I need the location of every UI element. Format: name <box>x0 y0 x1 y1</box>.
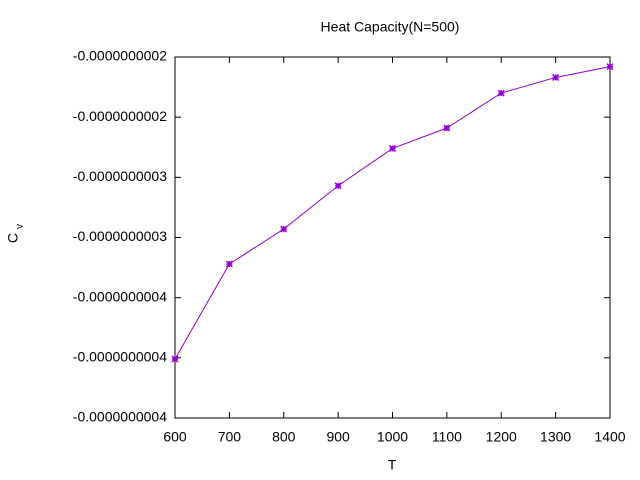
y-tick-label: -0.0000000003 <box>73 168 167 184</box>
point <box>225 260 233 268</box>
point <box>552 73 560 81</box>
point <box>497 89 505 97</box>
point <box>443 124 451 132</box>
x-tick-label: 1400 <box>594 429 625 445</box>
point <box>334 182 342 190</box>
point <box>388 144 397 152</box>
y-axis-label-subscript: v <box>15 224 26 229</box>
x-tick-label: 1000 <box>377 429 408 445</box>
x-tick-label: 1200 <box>486 429 517 445</box>
line <box>174 66 611 360</box>
y-tick-label: -0.0000000002 <box>73 108 167 124</box>
plot-frame <box>174 56 611 419</box>
point <box>606 63 614 71</box>
point <box>171 355 179 363</box>
x-tick-label: 700 <box>218 429 242 445</box>
y-tick-label: -0.0000000002 <box>73 48 167 64</box>
y-axis-label: C <box>5 233 21 243</box>
x-tick-label: 800 <box>272 429 296 445</box>
x-axis-label: T <box>388 457 397 473</box>
x-tick-label: 1100 <box>432 429 462 445</box>
y-tick-label: -0.0000000004 <box>73 349 167 365</box>
x-tick-label: 1300 <box>540 429 571 445</box>
y-tick-label: -0.0000000004 <box>73 409 167 425</box>
point <box>280 225 288 233</box>
chart-title: Heat Capacity(N=500) <box>321 19 460 35</box>
x-tick-label: 900 <box>326 429 350 445</box>
x-tick-label: 600 <box>163 429 187 445</box>
y-axis-label-group: C v <box>5 224 26 243</box>
y-tick-label: -0.0000000003 <box>73 228 167 244</box>
y-tick-label: -0.0000000004 <box>73 288 167 304</box>
